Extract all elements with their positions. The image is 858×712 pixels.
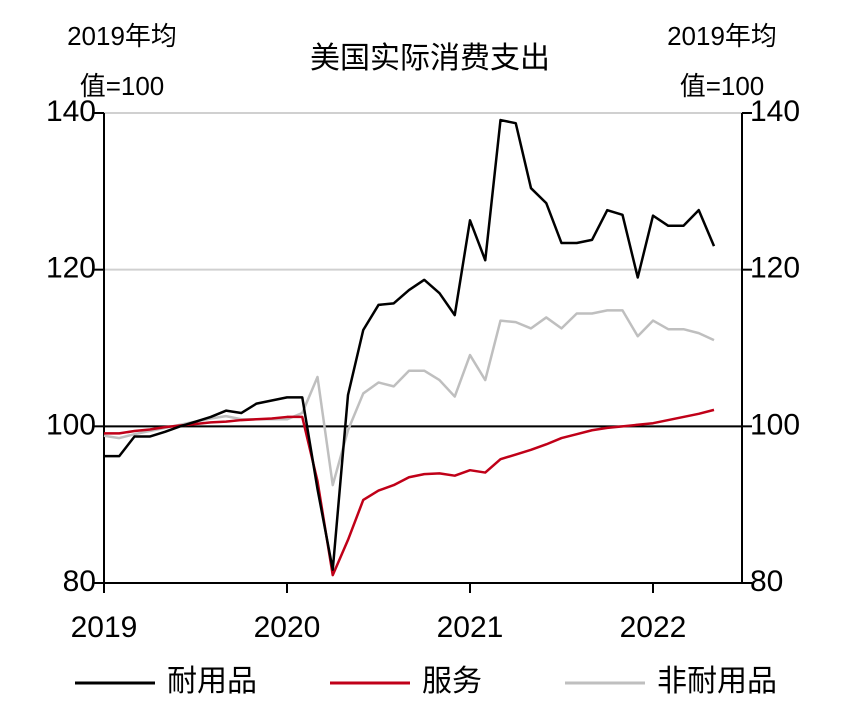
y2-axis-label: 2019年均	[667, 21, 777, 51]
legend-label: 服务	[422, 665, 482, 698]
y-axis-label: 值=100	[80, 71, 165, 101]
y2-tick-label: 120	[750, 252, 800, 285]
y2-tick-label: 80	[750, 565, 783, 598]
chart-title: 美国实际消费支出	[310, 42, 550, 75]
y-tick-label: 140	[46, 95, 96, 128]
legend-label: 耐用品	[167, 665, 257, 698]
y-tick-label: 80	[63, 565, 96, 598]
legend-label: 非耐用品	[657, 665, 777, 698]
y2-tick-label: 140	[750, 95, 800, 128]
y-tick-label: 100	[46, 408, 96, 441]
x-tick-label: 2019	[71, 611, 138, 644]
y2-axis-label: 值=100	[680, 71, 765, 101]
y2-tick-label: 100	[750, 408, 800, 441]
x-tick-label: 2021	[437, 611, 504, 644]
y-axis-label: 2019年均	[67, 21, 177, 51]
y-tick-label: 120	[46, 252, 96, 285]
data-line	[104, 118, 716, 571]
x-tick-label: 2022	[620, 611, 687, 644]
data-line	[104, 408, 715, 577]
data-line	[103, 309, 715, 487]
x-tick-label: 2020	[254, 611, 321, 644]
